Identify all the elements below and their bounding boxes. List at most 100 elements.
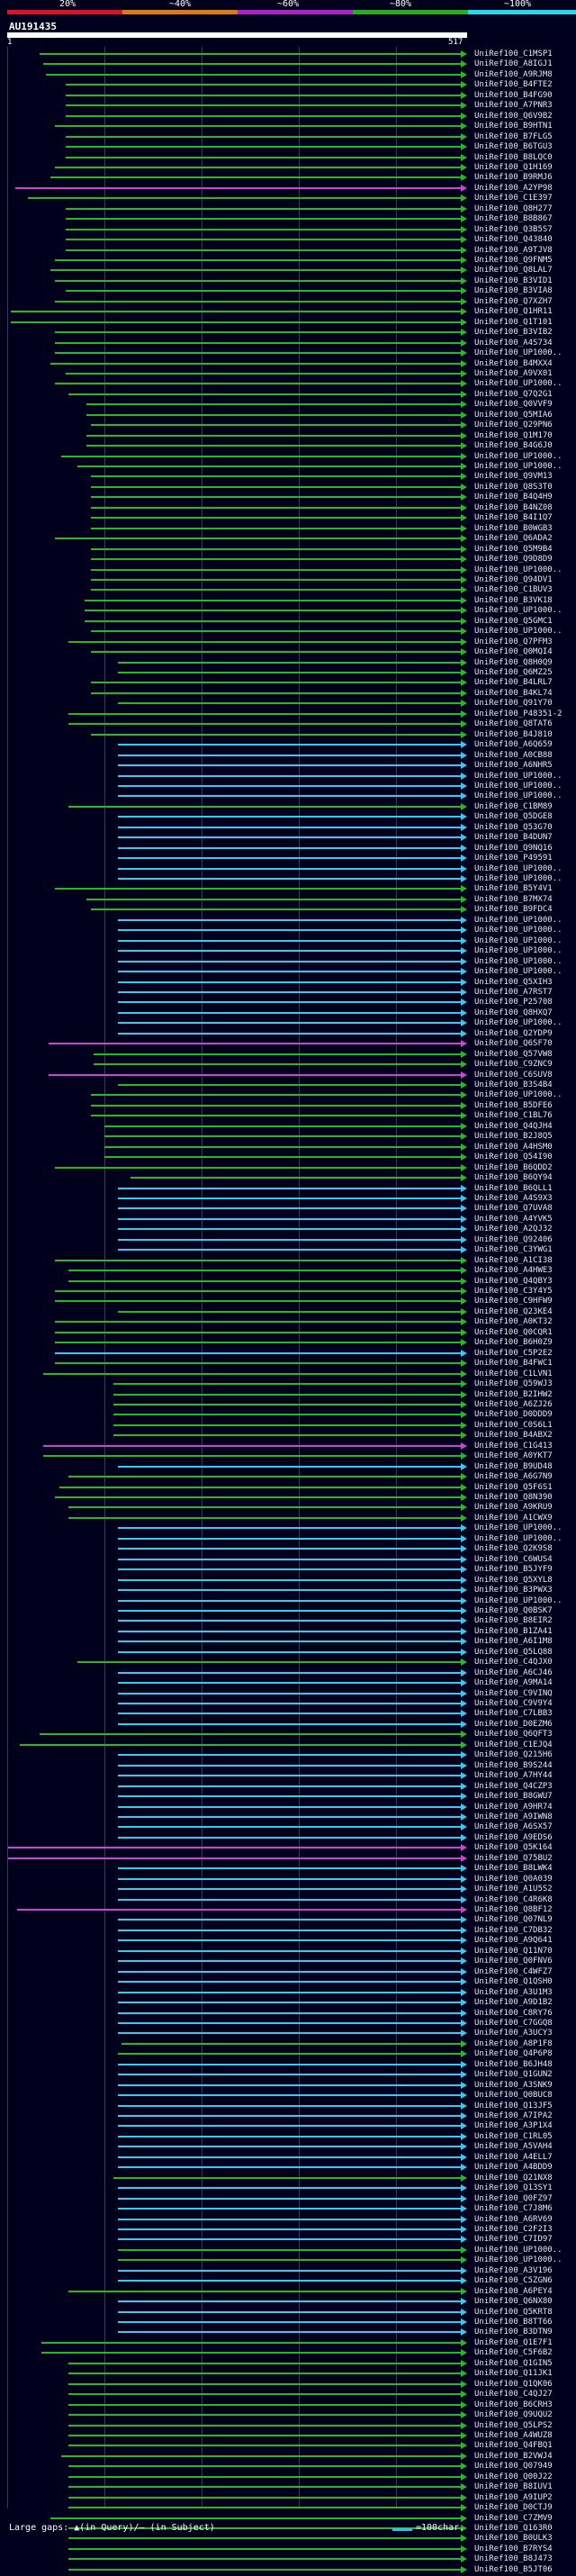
hit-label[interactable]: UniRef100_Q8HXQ7 [474, 1008, 553, 1017]
hit-label[interactable]: UniRef100_Q29PN6 [474, 420, 553, 430]
hit-row[interactable]: UniRef100_Q7UVA8 [0, 1203, 576, 1215]
hit-row[interactable]: UniRef100_B4J810 [0, 729, 576, 741]
hit-label[interactable]: UniRef100_P49591 [474, 854, 553, 863]
hit-label[interactable]: UniRef100_A1U5S2 [474, 1885, 553, 1894]
hit-label[interactable]: UniRef100_C3YWG1 [474, 1245, 553, 1255]
hit-row[interactable]: UniRef100_UP1000.. [0, 1017, 576, 1029]
hit-label[interactable]: UniRef100_D0CTJ9 [474, 2503, 553, 2513]
hit-label[interactable]: UniRef100_UP1000.. [474, 874, 562, 883]
hit-label[interactable]: UniRef100_A7HY44 [474, 1771, 553, 1781]
hit-row[interactable]: UniRef100_P48351-2 [0, 709, 576, 720]
hit-row[interactable]: UniRef100_C9ZNC9 [0, 1059, 576, 1071]
hit-label[interactable]: UniRef100_B6QLL1 [474, 1183, 553, 1193]
hit-row[interactable]: UniRef100_Q1H169 [0, 162, 576, 174]
hit-label[interactable]: UniRef100_Q0MQI4 [474, 647, 553, 657]
hit-row[interactable]: UniRef100_Q13SY1 [0, 2183, 576, 2194]
hit-label[interactable]: UniRef100_A4WUZ8 [474, 2430, 553, 2440]
hit-label[interactable]: UniRef100_Q43840 [474, 235, 553, 245]
hit-label[interactable]: UniRef100_Q5LQ88 [474, 1647, 553, 1657]
hit-label[interactable]: UniRef100_A7PNR3 [474, 101, 553, 111]
hit-label[interactable]: UniRef100_Q4QJH4 [474, 1121, 553, 1131]
hit-label[interactable]: UniRef100_UP1000.. [474, 451, 562, 461]
hit-label[interactable]: UniRef100_A4YVK5 [474, 1214, 553, 1224]
hit-row[interactable]: UniRef100_B5Y4V1 [0, 883, 576, 895]
hit-row[interactable]: UniRef100_UP1000.. [0, 935, 576, 947]
hit-label[interactable]: UniRef100_Q6NX80 [474, 2297, 553, 2307]
hit-label[interactable]: UniRef100_Q6QFT3 [474, 1730, 553, 1740]
hit-label[interactable]: UniRef100_B6JH48 [474, 2059, 553, 2069]
hit-row[interactable]: UniRef100_Q94DV1 [0, 574, 576, 586]
hit-label[interactable]: UniRef100_UP1000.. [474, 946, 562, 956]
hit-row[interactable]: UniRef100_UP1000.. [0, 863, 576, 875]
hit-label[interactable]: UniRef100_A4S9X3 [474, 1193, 553, 1203]
hit-label[interactable]: UniRef100_UP1000.. [474, 1523, 562, 1533]
hit-label[interactable]: UniRef100_B8B867 [474, 214, 553, 224]
hit-row[interactable]: UniRef100_Q92406 [0, 1234, 576, 1246]
hit-row[interactable]: UniRef100_Q57VW8 [0, 1049, 576, 1061]
hit-row[interactable]: UniRef100_Q9FNM5 [0, 255, 576, 267]
hit-row[interactable]: UniRef100_C1G413 [0, 1441, 576, 1452]
hit-label[interactable]: UniRef100_A3V196 [474, 2265, 553, 2275]
hit-row[interactable]: UniRef100_B5JT06 [0, 2564, 576, 2576]
hit-row[interactable]: UniRef100_C4R6K8 [0, 1894, 576, 1906]
hit-row[interactable]: UniRef100_Q5M9B4 [0, 544, 576, 556]
hit-label[interactable]: UniRef100_UP1000.. [474, 863, 562, 873]
hit-label[interactable]: UniRef100_B4FWC1 [474, 1359, 553, 1369]
hit-label[interactable]: UniRef100_B3S4B4 [474, 1080, 553, 1089]
hit-label[interactable]: UniRef100_C1G413 [474, 1441, 553, 1451]
hit-label[interactable]: UniRef100_Q0BSK7 [474, 1605, 553, 1615]
hit-label[interactable]: UniRef100_UP1000.. [474, 956, 562, 966]
hit-row[interactable]: UniRef100_C0S6L1 [0, 1420, 576, 1432]
hit-label[interactable]: UniRef100_C7ZMV9 [474, 2513, 553, 2523]
hit-row[interactable]: UniRef100_Q5GMC1 [0, 616, 576, 628]
hit-row[interactable]: UniRef100_Q8S3T0 [0, 482, 576, 493]
hit-row[interactable]: UniRef100_A8P1F8 [0, 2038, 576, 2050]
hit-label[interactable]: UniRef100_A4HSM0 [474, 1142, 553, 1152]
hit-label[interactable]: UniRef100_B7RYS4 [474, 2544, 553, 2553]
hit-label[interactable]: UniRef100_Q1T101 [474, 317, 553, 327]
hit-label[interactable]: UniRef100_Q7UVA8 [474, 1204, 553, 1214]
hit-row[interactable]: UniRef100_A6CJ46 [0, 1668, 576, 1679]
hit-row[interactable]: UniRef100_Q2YDP9 [0, 1028, 576, 1040]
hit-row[interactable]: UniRef100_Q163R0 [0, 2523, 576, 2535]
hit-row[interactable]: UniRef100_A3P1X4 [0, 2120, 576, 2132]
hit-label[interactable]: UniRef100_Q07949 [474, 2462, 553, 2472]
hit-label[interactable]: UniRef100_Q4FBQ1 [474, 2441, 553, 2451]
hit-label[interactable]: UniRef100_B8GWU7 [474, 1792, 553, 1802]
hit-label[interactable]: UniRef100_B9RMJ6 [474, 173, 553, 183]
hit-row[interactable]: UniRef100_Q43840 [0, 234, 576, 246]
hit-label[interactable]: UniRef100_Q8LAL7 [474, 266, 553, 276]
hit-row[interactable]: UniRef100_C5ZGN6 [0, 2275, 576, 2287]
hit-row[interactable]: UniRef100_B3S4B4 [0, 1080, 576, 1091]
hit-row[interactable]: UniRef100_A7PNR3 [0, 100, 576, 112]
hit-label[interactable]: UniRef100_C0S6L1 [474, 1420, 553, 1430]
hit-row[interactable]: UniRef100_Q1GUN2 [0, 2069, 576, 2081]
hit-label[interactable]: UniRef100_Q163R0 [474, 2524, 553, 2533]
hit-row[interactable]: UniRef100_A4ELL7 [0, 2152, 576, 2164]
hit-row[interactable]: UniRef100_UP1000.. [0, 378, 576, 390]
hit-label[interactable]: UniRef100_B5JT06 [474, 2564, 553, 2574]
hit-row[interactable]: UniRef100_A3U1M3 [0, 1987, 576, 1999]
hit-label[interactable]: UniRef100_Q9UQU2 [474, 2410, 553, 2420]
hit-row[interactable]: UniRef100_P49591 [0, 853, 576, 864]
hit-label[interactable]: UniRef100_UP1000.. [474, 967, 562, 977]
hit-row[interactable]: UniRef100_Q6MZ25 [0, 667, 576, 679]
hit-label[interactable]: UniRef100_B3VIA8 [474, 286, 553, 296]
hit-label[interactable]: UniRef100_Q8BF12 [474, 1905, 553, 1914]
hit-row[interactable]: UniRef100_A7IPA2 [0, 2111, 576, 2122]
hit-row[interactable]: UniRef100_B8LWK4 [0, 1863, 576, 1875]
hit-row[interactable]: UniRef100_Q00J22 [0, 2472, 576, 2483]
hit-row[interactable]: UniRef100_A7RST7 [0, 987, 576, 999]
hit-row[interactable]: UniRef100_Q23KE4 [0, 1306, 576, 1318]
hit-row[interactable]: UniRef100_Q6SF70 [0, 1038, 576, 1050]
hit-label[interactable]: UniRef100_C3Y4Y5 [474, 1287, 553, 1296]
hit-label[interactable]: UniRef100_A9VX01 [474, 368, 553, 378]
hit-row[interactable]: UniRef100_A6NHR5 [0, 760, 576, 772]
hit-row[interactable]: UniRef100_UP1000.. [0, 461, 576, 473]
hit-row[interactable]: UniRef100_Q9VM13 [0, 471, 576, 483]
hit-row[interactable]: UniRef100_B1ZA41 [0, 1626, 576, 1638]
hit-label[interactable]: UniRef100_Q11N70 [474, 1946, 553, 1956]
hit-label[interactable]: UniRef100_A9D1B2 [474, 1998, 553, 2008]
hit-label[interactable]: UniRef100_Q1E7F1 [474, 2337, 553, 2347]
hit-row[interactable]: UniRef100_C6SUV8 [0, 1070, 576, 1081]
